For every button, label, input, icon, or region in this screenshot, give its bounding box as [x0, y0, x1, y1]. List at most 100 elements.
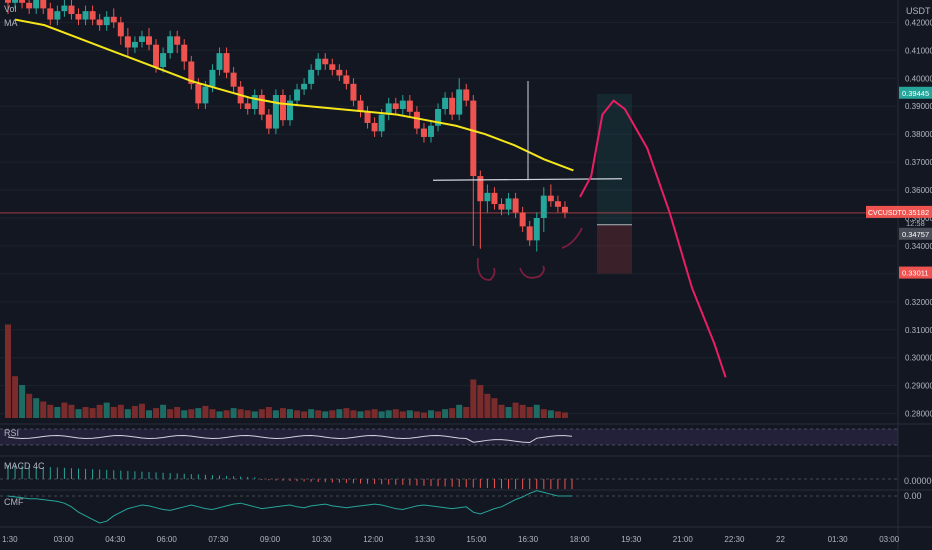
candle-body — [265, 114, 272, 129]
volume-bar — [491, 398, 498, 418]
volume-bar — [216, 411, 223, 418]
candle-body — [202, 86, 209, 104]
candle-body — [258, 95, 265, 115]
candle-body — [279, 95, 286, 121]
volume-bar — [5, 324, 11, 418]
x-tick-label: 12:00 — [363, 535, 384, 544]
volume-bar — [456, 404, 463, 418]
candle-body — [230, 72, 237, 87]
y-tick-label: 0.42000 — [905, 18, 932, 27]
vol-legend: Vol — [4, 4, 17, 14]
volume-bar — [223, 410, 230, 418]
volume-bar — [413, 411, 420, 418]
candle-body — [75, 13, 82, 20]
volume-bar — [272, 410, 279, 418]
volume-bar — [505, 407, 512, 418]
candle-body — [519, 212, 526, 227]
candle-body — [413, 111, 420, 129]
candle-body — [561, 206, 568, 213]
x-tick-label: 06:00 — [157, 535, 178, 544]
candle-body — [195, 83, 202, 104]
candle-body — [117, 22, 124, 37]
volume-bar — [33, 398, 40, 418]
left-shoulder-drawing — [476, 257, 496, 281]
volume-bar — [406, 410, 413, 418]
candle-body — [181, 44, 188, 62]
volume-bar — [82, 407, 89, 418]
y-tick-label: 0.35000 — [905, 214, 932, 223]
candle-body — [12, 0, 19, 3]
volume-bar — [202, 405, 209, 418]
candle-body — [96, 19, 103, 26]
y-tick-label: 0.39000 — [905, 102, 932, 111]
x-tick-label: 21:00 — [673, 535, 694, 544]
candle-body — [301, 83, 308, 90]
volume-bar — [75, 409, 82, 418]
volume-bar — [96, 404, 103, 418]
volume-bar — [265, 407, 272, 418]
volume-bar — [533, 404, 540, 418]
candle-body — [167, 36, 174, 54]
candle-body — [40, 0, 47, 9]
volume-bar — [519, 404, 526, 418]
volume-bar — [251, 411, 258, 418]
x-tick-label: 13:30 — [415, 535, 436, 544]
y-tick-label: 0.38000 — [905, 130, 932, 139]
candle-body — [540, 195, 547, 218]
candle-body — [47, 8, 54, 20]
x-tick-label: 07:30 — [208, 535, 229, 544]
candle-body — [399, 100, 406, 109]
volume-bar — [146, 410, 152, 418]
y-tick-label: 0.28000 — [905, 410, 932, 419]
x-tick-label: 22:30 — [724, 535, 745, 544]
countdown-text: 12:58 — [906, 219, 925, 228]
candle-body — [251, 95, 258, 109]
entry-badge: 0.34757 — [899, 227, 932, 240]
x-tick-label: 19:30 — [621, 535, 642, 544]
volume-bar — [188, 409, 195, 418]
volume-bar — [477, 385, 484, 418]
y-tick-label: 0.41000 — [905, 46, 932, 55]
candle-body — [420, 128, 427, 137]
candle-body — [470, 100, 477, 177]
candle-body — [82, 11, 89, 20]
quote-currency: USDT — [906, 6, 931, 16]
candle-body — [449, 97, 456, 115]
volume-bar — [153, 408, 160, 418]
candle-body — [364, 111, 371, 123]
candle-body — [188, 61, 195, 84]
volume-bar — [378, 411, 385, 418]
volume-bar — [357, 411, 364, 418]
candle-body — [131, 41, 138, 48]
candle-body — [209, 69, 216, 87]
volume-bar — [322, 411, 329, 418]
candle-body — [329, 64, 336, 70]
volume-bar — [12, 376, 19, 418]
candle-body — [435, 108, 442, 126]
volume-bar — [138, 403, 145, 418]
volume-bar — [399, 411, 406, 418]
ma-legend: MA — [4, 18, 18, 28]
y-tick-label: 0.40000 — [905, 74, 932, 83]
candle-body — [110, 16, 117, 23]
candle-body — [153, 44, 160, 68]
y-tick-label: 0.36000 — [905, 186, 932, 195]
volume-bar — [371, 409, 378, 418]
candle-body — [406, 100, 413, 112]
volume-bar — [294, 410, 301, 418]
volume-bar — [103, 402, 110, 418]
candle-body — [26, 2, 33, 9]
stop-badge: 0.33011 — [899, 266, 932, 279]
candle-body — [343, 75, 350, 84]
volume-bar — [124, 409, 131, 418]
y-tick-label: 0.37000 — [905, 158, 932, 167]
candle-body — [89, 11, 96, 20]
x-tick-label: 15:00 — [466, 535, 487, 544]
candle-body — [484, 192, 491, 202]
volume-bar — [19, 385, 26, 418]
cmf-label: CMF — [4, 497, 24, 507]
x-tick-label: 01:30 — [828, 535, 849, 544]
volume-bar — [40, 401, 47, 418]
